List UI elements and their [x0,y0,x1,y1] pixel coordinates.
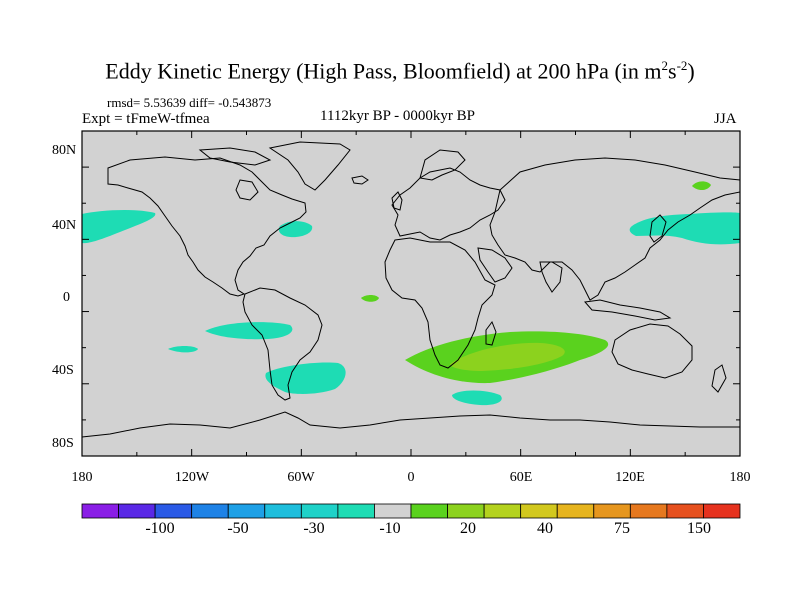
colorbar-swatch [118,503,156,519]
patch-south-pacific-small [168,346,198,353]
coast-south-america [242,287,323,401]
chart-title: Eddy Kinetic Energy (High Pass, Bloomfie… [105,58,695,84]
colorbar-swatch [520,503,558,519]
coast-scandinavia [419,149,466,181]
coast-greenland [268,141,351,191]
lat-label-0: 0 [63,290,70,305]
coast-new-zealand [711,364,727,393]
lon-label-180e: 180 [729,470,751,485]
colorbar-swatch [374,503,412,519]
lon-label-180w: 180 [71,470,93,485]
patch-southern-ocean [452,390,502,406]
colorbar-swatch [410,503,448,519]
lat-label-80s: 80S [52,436,74,451]
period-label: 1112kyr BP - 0000kyr BP [320,108,476,124]
colorbar-swatch [300,503,339,519]
colorbar-swatch [447,503,485,519]
coast-japan [649,214,667,243]
lon-label-0: 0 [407,470,415,485]
lat-label-40s: 40S [52,363,74,378]
lon-label-120e: 120E [615,470,645,485]
colorbar-label-150: 150 [687,520,711,537]
axis-ticks [81,130,741,457]
coast-indonesia [584,299,672,321]
colorbar-swatch [264,503,302,519]
patch-south-pacific [205,322,293,340]
coast-antarctica [81,411,740,438]
colorbar-label-40: 40 [537,520,553,537]
colorbar-swatch [629,503,668,519]
coast-africa [384,237,496,369]
coast-north-america [107,156,307,297]
lat-label-40n: 40N [52,218,77,233]
lat-label-80n: 80N [52,143,77,158]
patch-north-pacific-east [82,210,156,244]
anomaly-patches [82,181,740,406]
coast-british-isles [391,191,403,211]
patch-north-atlantic [278,221,313,238]
coast-madagascar [485,320,497,346]
colorbar-label-75: 75 [614,520,630,537]
colorbar-label-minus50: -50 [227,520,249,537]
colorbar-label-20: 20 [460,520,476,537]
patch-equatorial-atlantic [361,295,379,302]
colorbar-swatch [191,503,229,519]
coast-australia [611,323,693,379]
stats-label: rmsd= 5.53639 diff= -0.543873 [107,95,272,110]
experiment-label: Expt = tFmeW-tfmea [82,111,210,127]
lon-label-120w: 120W [174,470,210,485]
coast-asia [489,157,741,301]
map-background [82,131,740,456]
coastlines [81,141,741,438]
colorbar-swatch [154,503,193,519]
colorbar-swatch [337,503,375,519]
patch-north-pacific-west [629,212,740,245]
colorbar-label-minus30: -30 [303,520,325,537]
colorbar-swatch [666,503,704,519]
colorbar [81,503,741,519]
colorbar-swatch [483,503,522,519]
lon-label-60e: 60E [509,470,533,485]
coast-hudson-bay [235,179,259,201]
colorbar-label-minus10: -10 [379,520,401,537]
patch-south-america [265,362,346,394]
colorbar-swatch [227,503,266,519]
patch-south-indian-core [450,342,565,371]
colorbar-swatch [593,503,631,519]
patch-kamchatka [692,181,711,191]
lon-label-60w: 60W [287,470,315,485]
colorbar-swatch [556,503,595,519]
coast-arabia [477,247,513,283]
coast-india [539,261,563,293]
coast-arctic-islands [198,147,272,166]
coast-iceland [351,175,369,185]
colorbar-swatch [81,503,119,519]
colorbar-swatch [703,503,741,519]
colorbar-label-minus100: -100 [145,520,175,537]
season-label: JJA [714,111,737,127]
